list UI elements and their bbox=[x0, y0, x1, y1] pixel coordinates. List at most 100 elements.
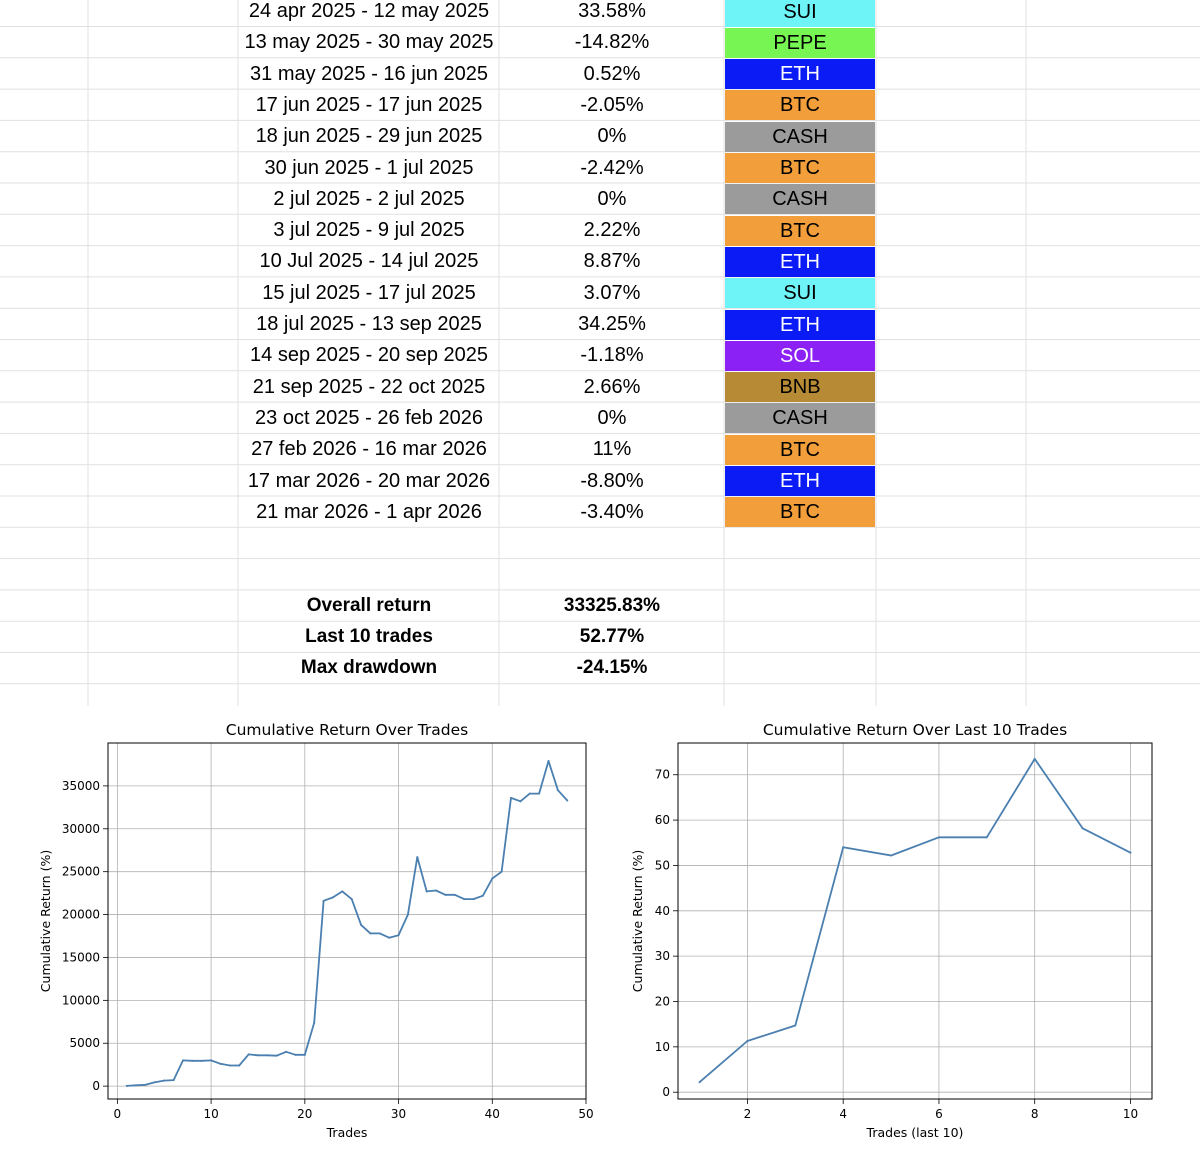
trade-asset[interactable]: ETH bbox=[725, 466, 875, 496]
x-axis-label: Trades (last 10) bbox=[866, 1125, 964, 1140]
data-point bbox=[360, 923, 363, 926]
plot-frame bbox=[107, 742, 587, 1100]
data-point bbox=[181, 1059, 184, 1062]
trade-asset[interactable]: BTC bbox=[725, 90, 875, 121]
overall-return-label[interactable]: Overall return bbox=[306, 595, 432, 616]
trade-period[interactable]: 30 jun 2025 - 1 jul 2025 bbox=[264, 156, 474, 179]
data-point bbox=[163, 1079, 166, 1082]
trade-period[interactable]: 23 oct 2025 - 26 feb 2026 bbox=[255, 406, 483, 429]
trade-return[interactable]: -8.80% bbox=[580, 469, 644, 492]
data-point bbox=[378, 932, 381, 935]
data-point bbox=[285, 1050, 288, 1053]
trade-return[interactable]: 3.07% bbox=[583, 281, 641, 304]
trade-period[interactable]: 18 jun 2025 - 29 jun 2025 bbox=[255, 125, 483, 148]
trade-asset[interactable]: BTC bbox=[725, 434, 875, 465]
data-point bbox=[566, 799, 569, 802]
trade-asset[interactable]: BTC bbox=[725, 153, 875, 183]
y-tick-label: 10000 bbox=[62, 993, 100, 1007]
trade-asset[interactable]: BTC bbox=[725, 215, 875, 246]
data-point bbox=[698, 1081, 701, 1084]
trade-return[interactable]: -2.42% bbox=[580, 156, 644, 179]
trade-period[interactable]: 27 feb 2026 - 16 mar 2026 bbox=[251, 438, 487, 461]
trade-return[interactable]: 2.66% bbox=[583, 375, 641, 398]
data-point bbox=[153, 1081, 156, 1084]
trade-asset[interactable]: CASH bbox=[725, 184, 875, 215]
trade-period[interactable]: 14 sep 2025 - 20 sep 2025 bbox=[250, 344, 488, 367]
cumulative-return-chart: 0 10 20 30 40 50 0 5000 10000 15000 20000 25000 3000… bbox=[0, 706, 600, 1166]
trade-period[interactable]: 10 Jul 2025 - 14 jul 2025 bbox=[259, 250, 479, 273]
x-tick-label: 30 bbox=[391, 1107, 406, 1121]
x-tick-label: 40 bbox=[485, 1107, 500, 1121]
y-tick-label: 10 bbox=[655, 1040, 670, 1054]
data-point bbox=[313, 1021, 316, 1024]
trade-return[interactable]: -2.05% bbox=[580, 93, 644, 116]
data-point bbox=[481, 894, 484, 897]
trade-period[interactable]: 13 may 2025 - 30 may 2025 bbox=[244, 31, 494, 54]
x-tick-label: 10 bbox=[203, 1107, 218, 1121]
trade-asset[interactable]: SOL bbox=[725, 340, 875, 371]
data-point bbox=[463, 898, 466, 901]
data-point bbox=[519, 800, 522, 803]
trade-asset[interactable]: SUI bbox=[725, 278, 875, 309]
data-point bbox=[794, 1024, 797, 1027]
data-point bbox=[388, 936, 391, 939]
trade-asset[interactable]: PEPE bbox=[725, 27, 875, 58]
max-drawdown-value[interactable]: -24.15% bbox=[576, 657, 648, 678]
y-tick-label: 70 bbox=[655, 768, 670, 782]
chart-title: Cumulative Return Over Trades bbox=[226, 721, 468, 739]
trade-return[interactable]: -3.40% bbox=[580, 500, 644, 523]
data-point bbox=[303, 1053, 306, 1056]
data-point bbox=[746, 1039, 749, 1042]
trade-asset[interactable]: CASH bbox=[725, 121, 875, 152]
data-point bbox=[135, 1084, 138, 1087]
data-point bbox=[453, 893, 456, 896]
data-point bbox=[266, 1054, 269, 1057]
trade-return[interactable]: 34.25% bbox=[578, 313, 646, 335]
trade-period[interactable]: 18 jul 2025 - 13 sep 2025 bbox=[256, 313, 482, 335]
trade-return[interactable]: 11% bbox=[592, 438, 632, 461]
trade-period[interactable]: 21 sep 2025 - 22 oct 2025 bbox=[252, 375, 486, 398]
trade-asset[interactable]: BTC bbox=[725, 497, 875, 528]
trade-asset[interactable]: CASH bbox=[725, 403, 875, 434]
last-10-trades-value[interactable]: 52.77% bbox=[579, 626, 645, 647]
trade-period[interactable]: 17 jun 2025 - 17 jun 2025 bbox=[255, 93, 483, 116]
data-point bbox=[556, 789, 559, 792]
trade-asset[interactable]: ETH bbox=[725, 309, 875, 340]
data-point bbox=[425, 890, 428, 893]
y-tick-label: 0 bbox=[662, 1085, 670, 1099]
trade-period[interactable]: 15 jul 2025 - 17 jul 2025 bbox=[262, 281, 476, 304]
trade-return[interactable]: 2.22% bbox=[583, 219, 641, 242]
trade-return[interactable]: 0.52% bbox=[583, 62, 641, 85]
last-10-trades-label[interactable]: Last 10 trades bbox=[305, 626, 433, 647]
trade-period[interactable]: 24 apr 2025 - 12 may 2025 bbox=[248, 0, 490, 22]
trade-period[interactable]: 31 may 2025 - 16 jun 2025 bbox=[250, 62, 488, 85]
trade-return[interactable]: 0% bbox=[597, 406, 627, 429]
trade-period[interactable]: 3 jul 2025 - 9 jul 2025 bbox=[273, 219, 465, 242]
data-point bbox=[1081, 827, 1084, 830]
x-axis-label: Trades bbox=[326, 1125, 368, 1140]
trade-return[interactable]: -1.18% bbox=[580, 344, 644, 367]
y-axis-label: Cumulative Return (%) bbox=[630, 850, 645, 992]
y-tick-label: 40 bbox=[655, 904, 670, 918]
trade-asset[interactable]: ETH bbox=[725, 246, 875, 277]
data-point bbox=[510, 796, 513, 799]
trade-period[interactable]: 17 mar 2026 - 20 mar 2026 bbox=[247, 469, 491, 492]
trade-asset[interactable]: ETH bbox=[725, 59, 875, 90]
trade-return[interactable]: -14.82% bbox=[574, 31, 650, 54]
trade-asset[interactable]: SUI bbox=[725, 0, 875, 27]
trade-period[interactable]: 2 jul 2025 - 2 jul 2025 bbox=[273, 187, 465, 210]
x-tick-label: 0 bbox=[114, 1107, 122, 1121]
y-tick-label: 35000 bbox=[62, 779, 100, 793]
trade-return[interactable]: 0% bbox=[597, 187, 627, 210]
trade-asset[interactable]: BNB bbox=[725, 372, 875, 403]
data-point bbox=[200, 1059, 203, 1062]
trade-return[interactable]: 8.87% bbox=[583, 250, 641, 273]
max-drawdown-label[interactable]: Max drawdown bbox=[300, 657, 438, 678]
trade-return[interactable]: 33.58% bbox=[578, 0, 646, 22]
trade-return[interactable]: 0% bbox=[597, 125, 627, 148]
y-tick-label: 50 bbox=[655, 858, 670, 872]
data-point bbox=[238, 1064, 241, 1067]
trade-period[interactable]: 21 mar 2026 - 1 apr 2026 bbox=[256, 500, 482, 523]
chart-title: Cumulative Return Over Last 10 Trades bbox=[763, 721, 1067, 739]
overall-return-value[interactable]: 33325.83% bbox=[563, 595, 661, 616]
